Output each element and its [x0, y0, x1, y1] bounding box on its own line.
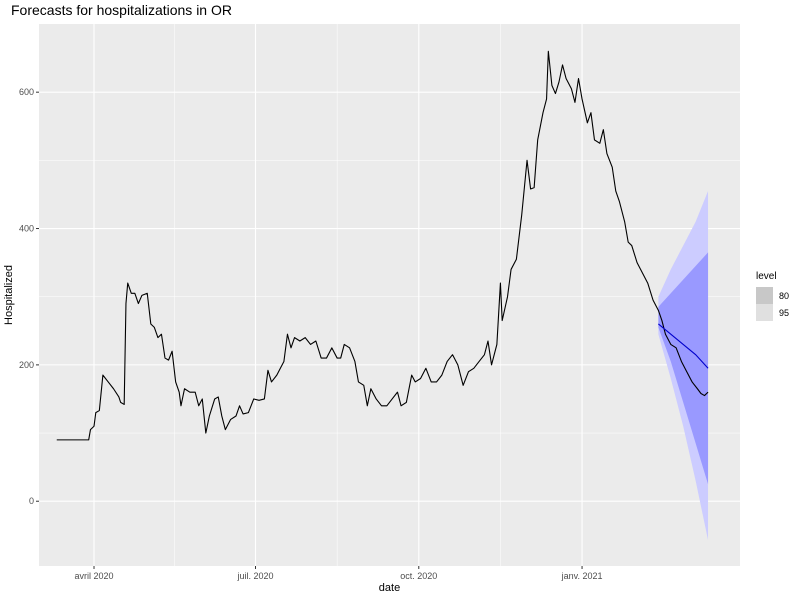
legend-label-80: 80: [779, 291, 789, 301]
x-tick-label: oct. 2020: [400, 571, 437, 581]
y-tick-label: 0: [29, 496, 34, 506]
x-axis-title: date: [379, 582, 400, 594]
legend-label-95: 95: [779, 308, 789, 318]
y-tick-label: 200: [19, 360, 34, 370]
x-tick-label: avril 2020: [74, 571, 113, 581]
plot-panel: [39, 24, 740, 566]
forecast-band-80: [658, 252, 709, 485]
x-tick-label: juil. 2020: [236, 571, 273, 581]
grid-lines: [39, 24, 740, 566]
legend-key-80: [756, 287, 773, 304]
y-axis-title: Hospitalized: [3, 265, 15, 325]
series-lines: [56, 50, 709, 441]
y-tick-label: 600: [19, 87, 34, 97]
legend: level 80 95: [756, 271, 789, 321]
x-tick-label: janv. 2021: [561, 571, 603, 581]
legend-title: level: [756, 271, 777, 282]
chart-title: Forecasts for hospitalizations in OR: [11, 2, 232, 18]
tick-labels: 0 200 400 600 avril 2020 juil. 2020 oct. 2020 j…: [19, 87, 603, 581]
observed-series-line: [56, 50, 709, 441]
legend-key-95: [756, 304, 773, 321]
y-tick-label: 400: [19, 224, 34, 234]
forecast-mean-line: [658, 323, 709, 369]
